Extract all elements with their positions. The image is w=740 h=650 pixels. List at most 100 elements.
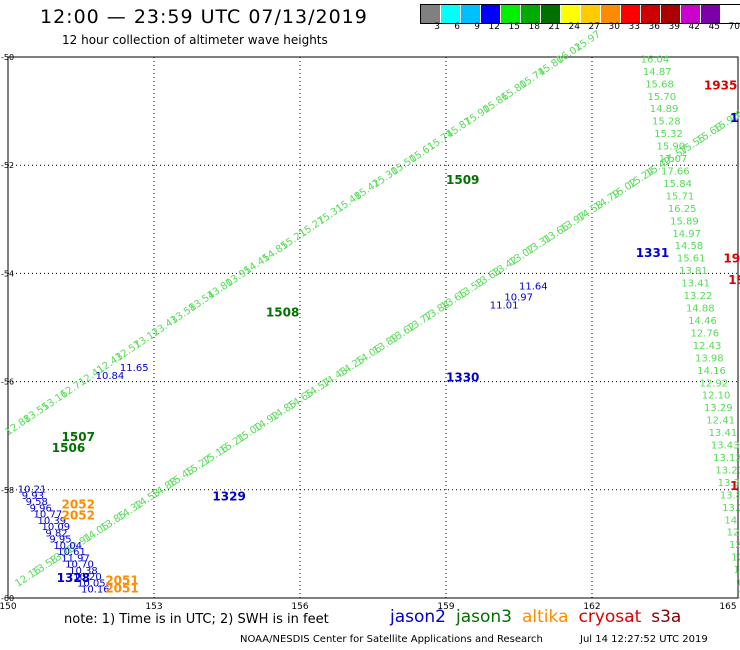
color-swatch	[601, 5, 621, 23]
color-legend-label: 39	[668, 22, 680, 32]
wave-height-value: 17.07	[659, 154, 688, 165]
color-legend-label: 12	[488, 22, 500, 32]
pass-number-label: 1506	[52, 441, 85, 455]
color-legend-label: 36	[648, 22, 660, 32]
map-frame	[7, 56, 739, 599]
wave-height-value: 10.97	[504, 292, 533, 303]
wave-height-value: 10.04	[53, 541, 82, 552]
wave-height-value: 10.38	[69, 566, 98, 577]
page-title: 12:00 — 23:59 UTC 07/13/2019	[40, 6, 368, 28]
x-tick-label: 156	[291, 602, 308, 612]
wave-height-value: 13.31	[718, 478, 740, 489]
wave-height-value: 11.97	[61, 553, 90, 564]
x-tick-label: 159	[437, 602, 454, 612]
color-swatch	[461, 5, 481, 23]
wave-height-value: 15.68	[645, 79, 674, 90]
pass-number-label: 1934	[723, 252, 740, 266]
wave-height-value: 13.22	[684, 291, 713, 302]
wave-height-value: 13.81	[679, 266, 708, 277]
satellite-legend-item: s3a	[651, 607, 682, 627]
pass-number-label: 2052	[62, 509, 95, 523]
wave-height-value: 13.41	[681, 279, 710, 290]
wave-height-value: 12.32	[729, 540, 740, 551]
wave-height-value: 10.84	[96, 371, 125, 382]
color-legend-label: 45	[708, 22, 720, 32]
wave-height-value: 10.70	[65, 560, 94, 571]
wave-height-value: 10.39	[38, 516, 67, 527]
color-legend-label: 24	[568, 22, 580, 32]
wave-height-value: 10.09	[41, 522, 70, 533]
y-tick-label: -54	[1, 269, 14, 278]
wave-height-value: 14.46	[688, 316, 717, 327]
wave-height-value: 13.41	[709, 428, 738, 439]
pass-number-label: 1328	[57, 571, 90, 585]
wave-height-value: 10.20	[73, 572, 102, 583]
wave-height-value: 14.88	[686, 304, 715, 315]
wave-height-value: 13.25	[722, 503, 740, 514]
color-swatch	[561, 5, 581, 23]
wave-height-value: 9.96	[30, 503, 52, 514]
color-legend-label: 21	[548, 22, 560, 32]
wave-height-value: 10.16	[81, 585, 110, 596]
credit-text: NOAA/NESDIS Center for Satellite Applica…	[240, 634, 543, 645]
satellite-legend-item: cryosat	[578, 607, 642, 627]
pass-number-label: 1934	[728, 273, 740, 287]
color-swatch	[621, 5, 641, 23]
timestamp-text: Jul 14 12:27:52 UTC 2019	[580, 634, 708, 645]
wave-height-value: 12.92	[700, 378, 729, 389]
y-tick-label: -56	[1, 378, 14, 387]
color-swatch	[721, 5, 740, 23]
y-tick-label: -60	[1, 594, 14, 603]
wave-height-value: 13.43	[711, 441, 740, 452]
wave-height-value: 15.32	[654, 129, 683, 140]
wave-height-value: 9.95	[49, 535, 71, 546]
color-swatch	[441, 5, 461, 23]
x-tick-label: 153	[145, 602, 162, 612]
pass-number-label: 1330	[446, 371, 479, 385]
pass-number-label: 1329	[212, 490, 245, 504]
pass-number-label: 1	[730, 111, 738, 125]
wave-height-value: 17.66	[661, 167, 690, 178]
wave-height-value: 12.76	[690, 328, 719, 339]
x-tick-label: 165	[719, 602, 736, 612]
color-swatch	[661, 5, 681, 23]
wave-height-value: 12.62	[733, 565, 740, 576]
wave-height-value: 12.26	[727, 528, 740, 539]
color-swatch	[521, 5, 541, 23]
wave-height-value: 11.65	[120, 363, 149, 374]
wave-height-value: 16.25	[668, 204, 697, 215]
wave-height-value: 15.71	[666, 191, 695, 202]
wave-height-value: 9.58	[26, 497, 48, 508]
color-swatch	[581, 5, 601, 23]
wave-height-value: 12.86	[736, 578, 740, 589]
color-legend-label: 3	[434, 22, 440, 32]
wave-height-value: 14.97	[672, 229, 701, 240]
wave-height-value: 10.05	[77, 578, 106, 589]
wave-height-value: 9.82	[45, 528, 67, 539]
wave-height-value: 13.29	[704, 403, 733, 414]
pass-number-label: 1935	[704, 78, 737, 92]
wave-height-value: 12.43	[693, 341, 722, 352]
wave-height-value: 11.01	[490, 301, 519, 312]
wave-height-value: 14.58	[675, 241, 704, 252]
pass-number-label: 1508	[266, 306, 299, 320]
wave-height-value: 15.84	[663, 179, 692, 190]
wave-height-value: 13.13	[713, 453, 740, 464]
footer-note: note: 1) Time is in UTC; 2) SWH is in fe…	[64, 612, 329, 627]
wave-height-value: 16.04	[729, 100, 740, 125]
y-tick-label: -58	[1, 486, 14, 495]
color-swatch	[501, 5, 521, 23]
color-swatch	[541, 5, 561, 23]
color-legend-label: 6	[454, 22, 460, 32]
color-swatch	[421, 5, 441, 23]
wave-height-value: 15.89	[670, 216, 699, 227]
color-legend-label: 70	[728, 22, 740, 32]
wave-height-value: 15.90	[657, 142, 686, 153]
wave-height-value: 12.10	[702, 391, 731, 402]
color-legend-label: 15	[508, 22, 520, 32]
color-legend-label: 42	[688, 22, 700, 32]
wave-height-value: 15.61	[677, 254, 706, 265]
satellite-legend: jason2 jason3 altika cryosat s3a	[390, 607, 691, 627]
wave-height-value: 12.59	[738, 590, 740, 601]
